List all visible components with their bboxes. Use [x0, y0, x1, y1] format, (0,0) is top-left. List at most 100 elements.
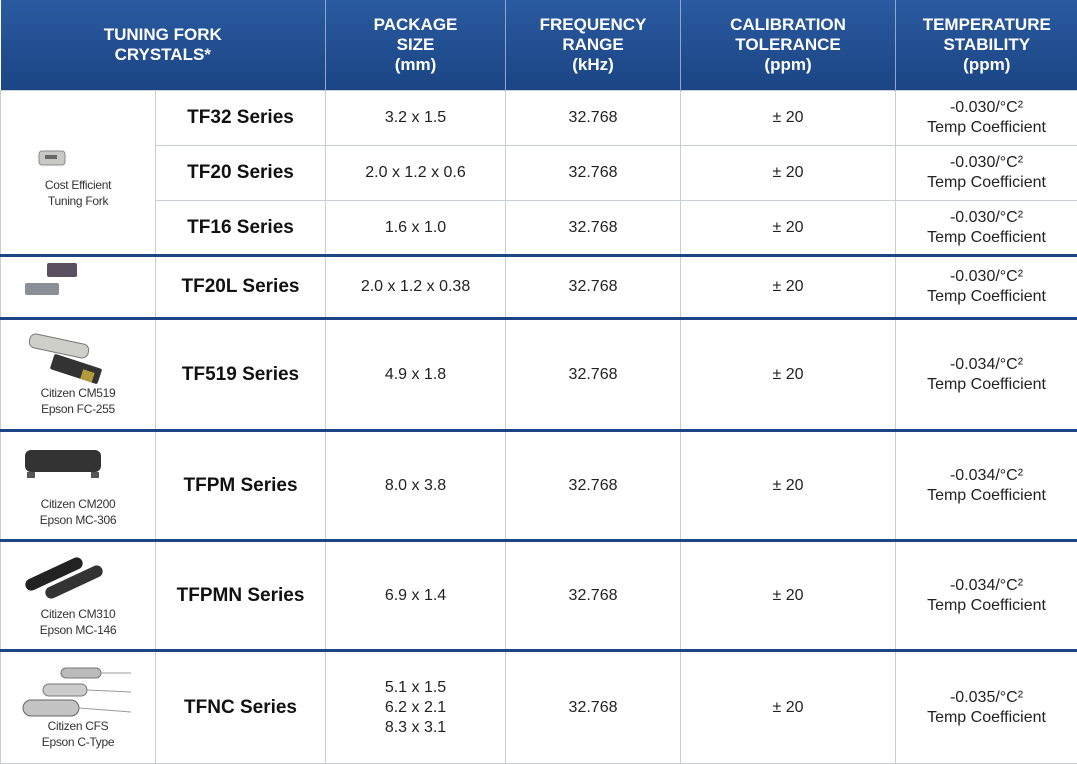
text-line: Temp Coefficient [896, 486, 1077, 506]
crystal-table: TUNING FORKCRYSTALS*PACKAGESIZE(mm)FREQU… [0, 0, 1077, 764]
text-line: (ppm) [896, 55, 1077, 75]
package-size: 4.9 x 1.8 [326, 319, 506, 431]
frequency: 32.768 [506, 201, 681, 256]
text-line: PACKAGE [326, 15, 505, 35]
series-name: TF16 Series [156, 201, 326, 256]
text-line: Temp Coefficient [896, 708, 1077, 728]
product-image [21, 261, 136, 313]
text-line: CRYSTALS* [1, 45, 326, 65]
text-line: RANGE [506, 35, 680, 55]
series-name: TF519 Series [156, 319, 326, 431]
tolerance: ± 20 [681, 319, 896, 431]
text-line: TOLERANCE [681, 35, 895, 55]
tolerance: ± 20 [681, 651, 896, 764]
text-line: Temp Coefficient [896, 287, 1077, 307]
text-line: Cost Efficient [1, 177, 155, 193]
tolerance: ± 20 [681, 256, 896, 319]
text-line: -0.034/°C² [896, 576, 1077, 596]
text-line: 5.1 x 1.5 [326, 678, 505, 698]
text-line: 1.6 x 1.0 [326, 218, 505, 238]
text-line: 6.2 x 2.1 [326, 698, 505, 718]
text-line: TUNING FORK [1, 25, 326, 45]
text-line: -0.030/°C² [896, 153, 1077, 173]
text-line: 6.9 x 1.4 [326, 586, 505, 606]
text-line: 2.0 x 1.2 x 0.38 [326, 277, 505, 297]
text-line: (kHz) [506, 55, 680, 75]
product-image [21, 554, 136, 606]
text-line: Tuning Fork [1, 193, 155, 209]
text-line: -0.030/°C² [896, 208, 1077, 228]
text-line: Temp Coefficient [896, 596, 1077, 616]
tolerance: ± 20 [681, 201, 896, 256]
text-line: 8.3 x 3.1 [326, 718, 505, 738]
frequency: 32.768 [506, 651, 681, 764]
series-name: TFPMN Series [156, 541, 326, 651]
text-line: Citizen CFS [1, 718, 155, 734]
text-line: (mm) [326, 55, 505, 75]
text-line: Epson C-Type [1, 734, 155, 750]
package-size: 6.9 x 1.4 [326, 541, 506, 651]
text-line: Citizen CM200 [1, 496, 155, 512]
text-line: TEMPERATURE [896, 15, 1077, 35]
tolerance: ± 20 [681, 146, 896, 201]
product-image [21, 666, 136, 718]
package-size: 2.0 x 1.2 x 0.6 [326, 146, 506, 201]
product-image [21, 137, 136, 177]
text-line: 3.2 x 1.5 [326, 108, 505, 128]
frequency: 32.768 [506, 91, 681, 146]
text-line: -0.030/°C² [896, 98, 1077, 118]
text-line: STABILITY [896, 35, 1077, 55]
package-size: 8.0 x 3.8 [326, 431, 506, 541]
text-line: 2.0 x 1.2 x 0.6 [326, 163, 505, 183]
text-line: CALIBRATION [681, 15, 895, 35]
text-line: Citizen CM519 [1, 385, 155, 401]
package-size: 1.6 x 1.0 [326, 201, 506, 256]
page: TUNING FORKCRYSTALS*PACKAGESIZE(mm)FREQU… [0, 0, 1077, 763]
text-line: Temp Coefficient [896, 118, 1077, 138]
product-image [21, 444, 136, 496]
text-line: Epson MC-306 [1, 512, 155, 528]
text-line: Temp Coefficient [896, 228, 1077, 248]
package-size: 2.0 x 1.2 x 0.38 [326, 256, 506, 319]
frequency: 32.768 [506, 256, 681, 319]
frequency: 32.768 [506, 431, 681, 541]
text-line: Epson FC-255 [1, 401, 155, 417]
series-name: TF20 Series [156, 146, 326, 201]
series-name: TF32 Series [156, 91, 326, 146]
text-line: Temp Coefficient [896, 173, 1077, 193]
product-image-cell [1, 256, 156, 319]
series-name: TF20L Series [156, 256, 326, 319]
text-line: -0.034/°C² [896, 466, 1077, 486]
text-line: Citizen CM310 [1, 606, 155, 622]
series-name: TFPM Series [156, 431, 326, 541]
text-line: Temp Coefficient [896, 375, 1077, 395]
